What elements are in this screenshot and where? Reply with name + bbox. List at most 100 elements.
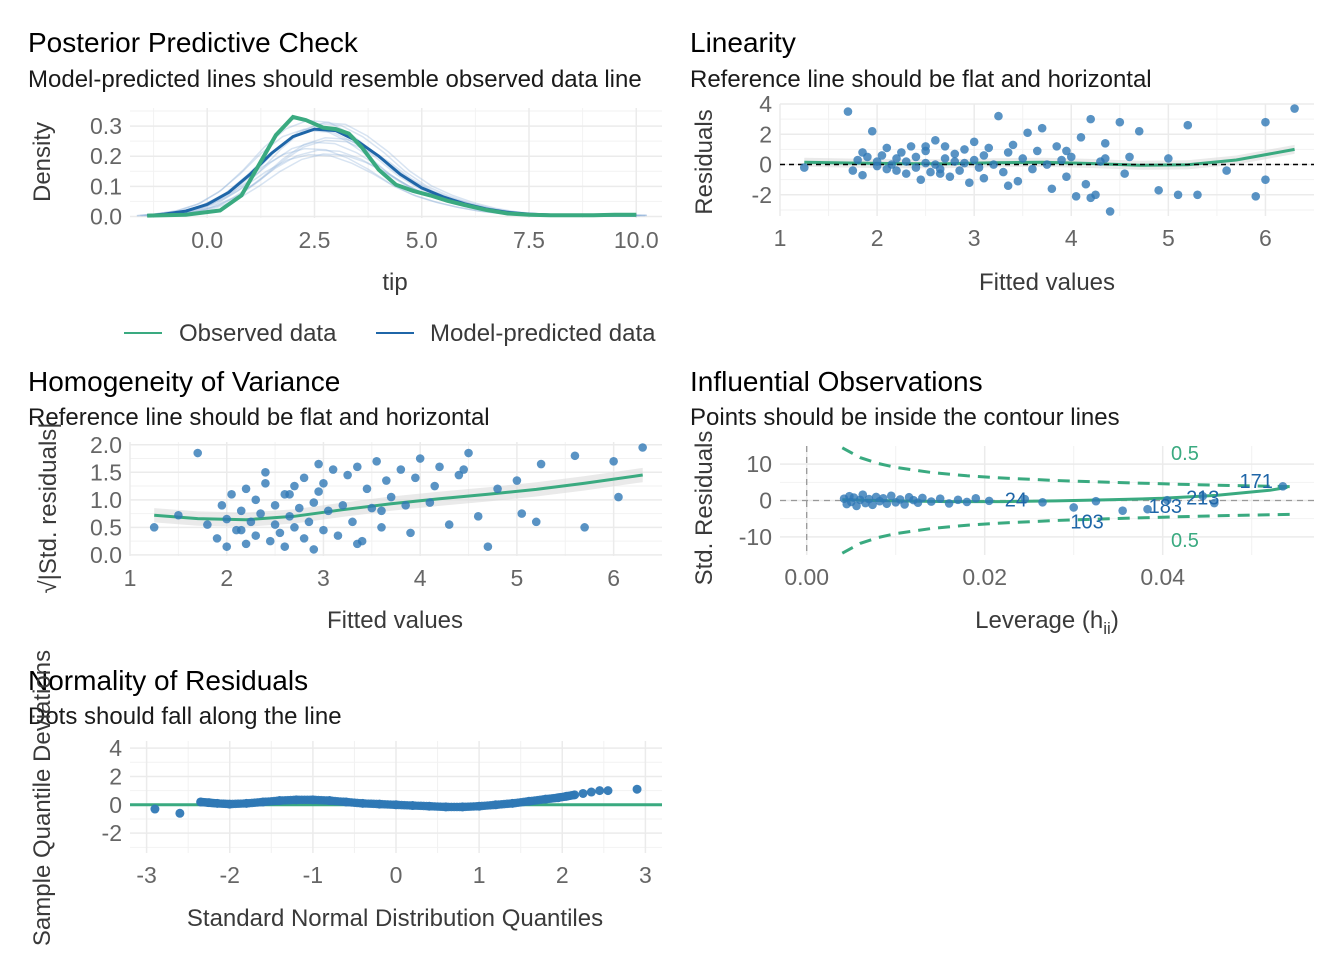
y-tick-label: 0.5	[90, 514, 122, 540]
panel-title: Linearity	[690, 27, 796, 58]
data-point	[944, 499, 954, 508]
data-point	[474, 801, 484, 811]
y-tick-label: 2.0	[90, 432, 122, 458]
data-point	[1003, 181, 1013, 191]
data-point	[867, 126, 877, 136]
y-tick-label: 2	[759, 121, 772, 147]
data-point	[858, 490, 868, 499]
data-point	[1018, 154, 1028, 163]
data-point	[493, 484, 502, 494]
data-point	[396, 465, 406, 474]
data-point	[578, 788, 588, 798]
data-point	[353, 539, 362, 549]
data-point	[892, 166, 901, 175]
data-point	[401, 501, 410, 510]
data-point	[1003, 148, 1013, 157]
data-point	[196, 797, 206, 807]
data-point	[222, 514, 232, 524]
data-point	[1100, 139, 1110, 148]
data-point	[512, 476, 522, 485]
x-tick-label: 4	[1065, 225, 1078, 251]
data-point	[1125, 152, 1134, 162]
x-tick-label: -2	[220, 862, 240, 888]
x-axis-label: Fitted values	[327, 607, 463, 634]
data-point	[425, 498, 435, 507]
panel-title: Homogeneity of Variance	[28, 366, 340, 397]
data-point	[916, 175, 926, 184]
data-point	[193, 448, 203, 458]
data-point	[294, 503, 304, 513]
data-point	[614, 492, 623, 502]
data-point	[328, 465, 338, 474]
x-tick-label: 3	[968, 225, 981, 251]
data-point	[632, 784, 642, 794]
panel-normality-of-residuals: Normality of Residuals Dots should fall …	[28, 650, 662, 946]
data-point	[921, 158, 930, 168]
legend: Observed data Model-predicted data	[124, 320, 656, 347]
panel-homogeneity-of-variance: Homogeneity of Variance Reference line s…	[28, 366, 662, 634]
data-point	[424, 801, 434, 811]
y-tick-label: 0.2	[90, 143, 122, 169]
data-point	[1193, 190, 1202, 200]
data-point	[175, 808, 185, 818]
data-point	[984, 143, 994, 153]
y-tick-label: 4	[759, 91, 772, 117]
data-point	[1038, 498, 1047, 507]
data-point	[362, 484, 372, 494]
data-point	[150, 804, 160, 814]
y-tick-label: 0	[109, 792, 122, 818]
x-tick-labels: 1 2 3 4 5 6	[124, 565, 620, 591]
data-point	[858, 170, 867, 180]
data-point	[319, 525, 328, 535]
data-point	[261, 479, 270, 488]
x-axis-label: Standard Normal Distribution Quantiles	[187, 905, 603, 932]
data-point	[536, 459, 546, 469]
data-point	[1134, 126, 1144, 136]
data-point	[1120, 169, 1129, 178]
x-tick-label: 6	[607, 565, 620, 591]
x-tick-label: -1	[303, 862, 323, 888]
data-point	[921, 142, 930, 151]
contour-label-upper: 0.5	[1171, 443, 1199, 465]
data-point	[1261, 117, 1270, 127]
data-point	[1062, 146, 1071, 156]
y-tick-label: 0.0	[90, 203, 122, 229]
data-point	[960, 158, 969, 168]
y-tick-labels: -10 0 10	[739, 451, 772, 550]
data-point	[275, 528, 285, 538]
data-point	[1081, 179, 1091, 189]
data-point	[464, 448, 473, 458]
data-point	[308, 795, 318, 805]
y-tick-label: 10	[746, 451, 772, 477]
data-point	[212, 534, 222, 543]
data-point	[900, 500, 909, 509]
x-tick-label: -3	[136, 862, 156, 888]
panel-subtitle: Dots should fall along the line	[28, 703, 342, 730]
data-point	[251, 531, 261, 540]
data-point	[217, 501, 227, 510]
data-point	[203, 520, 212, 529]
data-point	[1251, 192, 1261, 201]
data-point	[280, 542, 290, 551]
data-point	[343, 470, 352, 480]
data-point	[882, 143, 892, 153]
data-point	[241, 539, 251, 549]
x-tick-label: 0	[390, 862, 403, 888]
y-axis-label: Residuals	[691, 109, 718, 214]
data-point	[1032, 146, 1042, 156]
data-point	[323, 506, 333, 516]
data-point	[290, 523, 299, 532]
data-point	[319, 479, 328, 488]
y-tick-labels: -2 0 2 4	[752, 91, 773, 208]
data-point	[1198, 491, 1208, 501]
panel-title: Posterior Predictive Check	[28, 27, 359, 58]
data-point	[149, 523, 159, 532]
data-point	[377, 523, 386, 532]
data-point	[887, 160, 896, 169]
x-axis-label-subscript: ii	[1103, 619, 1111, 638]
x-tick-label: 3	[317, 565, 330, 591]
data-point	[174, 510, 183, 520]
data-point	[848, 166, 858, 175]
x-tick-labels: 0.0 2.5 5.0 7.5 10.0	[191, 227, 658, 253]
data-point	[586, 787, 596, 797]
